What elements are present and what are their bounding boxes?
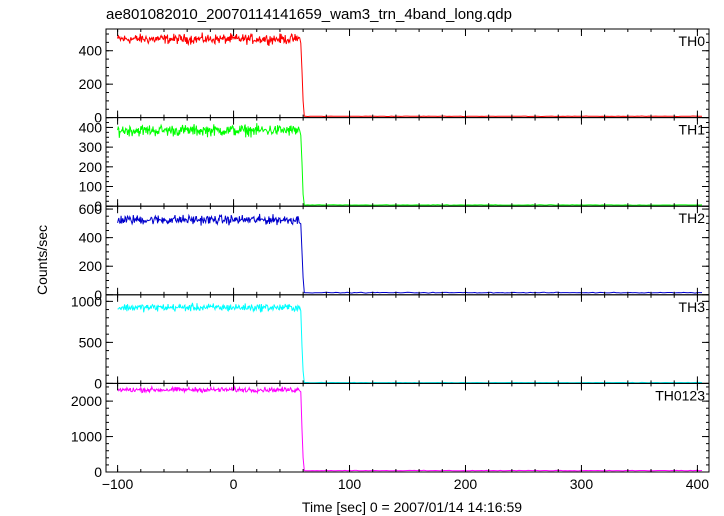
y-tick-label: 1000: [71, 429, 102, 445]
series-line-th1: [117, 123, 703, 206]
series-line-th0123: [117, 385, 703, 472]
y-tick-label: 0: [94, 464, 102, 480]
y-tick-label: 500: [79, 334, 103, 350]
panel-label-th1: TH1: [679, 122, 706, 138]
y-tick-label: 300: [79, 139, 103, 155]
panel-label-th0123: TH0123: [655, 387, 705, 403]
y-tick-label: 100: [79, 179, 103, 195]
panel-label-th2: TH2: [679, 210, 706, 226]
chart-title: ae801082010_20070114141659_wam3_trn_4ban…: [106, 6, 512, 23]
y-tick-label: 600: [79, 201, 103, 217]
y-tick-label: 200: [79, 258, 103, 274]
y-tick-label: 0: [94, 198, 102, 214]
x-tick-label: −100: [102, 476, 134, 492]
x-tick-label: 300: [570, 476, 594, 492]
series-line-th3: [117, 302, 703, 384]
y-axis-label: Counts/sec: [34, 225, 50, 295]
y-tick-label: 0: [94, 110, 102, 126]
panel-th0123: 0 1000 2000 TH0123: [71, 382, 710, 480]
x-axis: −100 0 100 200 300 400: [102, 476, 709, 492]
panel-label-th0: TH0: [679, 33, 706, 49]
y-tick-label: 0: [94, 287, 102, 303]
x-tick-label: 0: [230, 476, 238, 492]
series-line-th2: [117, 213, 702, 294]
series-line-th0: [117, 32, 703, 118]
y-tick-label: 400: [79, 119, 103, 135]
panel-th3: 0 500 1000 TH3: [71, 293, 710, 391]
panel-frame: [105, 382, 710, 473]
x-tick-label: 400: [686, 476, 710, 492]
panel-th1: 0 100 200 300 400 TH1: [79, 117, 710, 214]
y-tick-label: 1000: [71, 293, 102, 309]
y-tick-label: 0: [94, 375, 102, 391]
x-axis-label: Time [sec] 0 = 2007/01/14 14:16:59: [302, 499, 522, 515]
y-tick-label: 400: [79, 230, 103, 246]
y-tick-label: 2000: [71, 393, 102, 409]
panel-th0: 0 200 400 TH0: [79, 28, 710, 126]
panel-label-th3: TH3: [679, 299, 706, 315]
y-tick-label: 200: [79, 159, 103, 175]
y-tick-label: 400: [79, 43, 103, 59]
x-tick-label: 200: [454, 476, 478, 492]
panel-th2: 0 200 400 600 TH2: [79, 201, 710, 303]
x-tick-label: 100: [338, 476, 362, 492]
y-tick-label: 200: [79, 76, 103, 92]
